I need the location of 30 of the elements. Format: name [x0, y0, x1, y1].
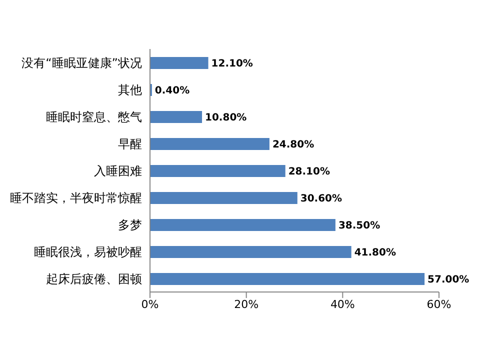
- x-tick-label: 0%: [141, 298, 159, 311]
- y-tick-label: 早醒: [118, 136, 142, 151]
- data-label: 38.50%: [338, 220, 380, 232]
- y-tick-label: 睡眠时窒息、憋气: [46, 110, 142, 124]
- y-tick-label: 多梦: [118, 218, 142, 232]
- data-label: 10.80%: [205, 112, 247, 124]
- bar: [150, 192, 298, 204]
- x-tick-label: 20%: [234, 298, 259, 311]
- data-label: 12.10%: [211, 58, 253, 70]
- y-tick-label: 没有“睡眠亚健康”状况: [22, 56, 142, 70]
- y-tick-label: 入睡困难: [94, 164, 142, 178]
- bar: [150, 138, 270, 150]
- bar: [150, 165, 286, 177]
- bar: [150, 111, 202, 123]
- x-tick-label: 60%: [426, 298, 452, 311]
- y-tick-label: 睡眠很浅，易被吵醒: [34, 244, 142, 259]
- bar: [150, 219, 336, 231]
- data-label: 28.10%: [288, 166, 330, 178]
- data-label: 24.80%: [272, 140, 314, 151]
- x-tick-label: 40%: [330, 298, 355, 311]
- data-label: 57.00%: [428, 274, 470, 286]
- data-label: 0.40%: [154, 86, 190, 97]
- y-tick-label: 其他: [118, 82, 142, 97]
- bar: [150, 57, 208, 69]
- bar: [150, 273, 425, 285]
- y-tick-label: 睡不踏实，半夜时常惊醒: [10, 190, 142, 205]
- y-tick-label: 起床后疲倦、困顿: [46, 272, 142, 286]
- data-label: 41.80%: [354, 248, 396, 259]
- bar: [150, 246, 352, 258]
- data-label: 30.60%: [300, 194, 342, 205]
